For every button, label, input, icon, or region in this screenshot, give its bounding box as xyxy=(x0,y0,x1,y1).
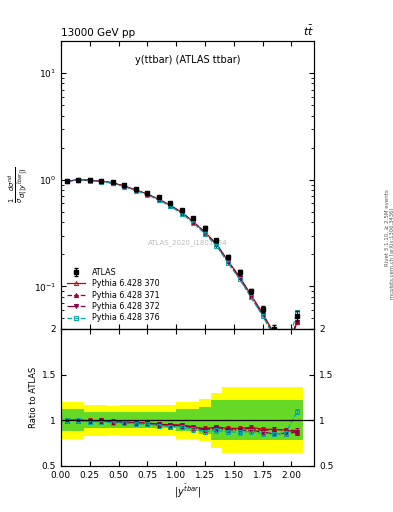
Pythia 6.428 372 xyxy=(87,177,92,183)
Pythia 6.428 370 xyxy=(237,274,242,280)
Pythia 6.428 370 xyxy=(76,177,81,183)
Line: Pythia 6.428 376: Pythia 6.428 376 xyxy=(64,178,299,355)
Line: Pythia 6.428 370: Pythia 6.428 370 xyxy=(64,178,299,353)
Pythia 6.428 370 xyxy=(283,348,288,354)
Pythia 6.428 371 xyxy=(110,180,115,186)
Text: $t\bar{t}$: $t\bar{t}$ xyxy=(303,24,314,38)
Pythia 6.428 372 xyxy=(272,333,276,339)
Pythia 6.428 376 xyxy=(64,178,69,184)
Pythia 6.428 372 xyxy=(295,319,299,326)
Pythia 6.428 371 xyxy=(249,292,253,298)
Pythia 6.428 371 xyxy=(168,202,173,208)
Pythia 6.428 371 xyxy=(202,229,207,236)
Line: Pythia 6.428 371: Pythia 6.428 371 xyxy=(64,178,299,353)
Pythia 6.428 376 xyxy=(180,210,184,217)
Pythia 6.428 376 xyxy=(214,243,219,249)
Pythia 6.428 376 xyxy=(156,197,161,203)
Pythia 6.428 372 xyxy=(249,294,253,300)
Pythia 6.428 376 xyxy=(237,276,242,282)
Text: mcplots.cern.ch [arXiv:1306.3436]: mcplots.cern.ch [arXiv:1306.3436] xyxy=(390,208,393,299)
Pythia 6.428 376 xyxy=(122,183,127,189)
Pythia 6.428 371 xyxy=(226,258,230,264)
Pythia 6.428 372 xyxy=(168,203,173,209)
Pythia 6.428 370 xyxy=(122,183,127,189)
Pythia 6.428 376 xyxy=(110,180,115,186)
Pythia 6.428 371 xyxy=(272,331,276,337)
Pythia 6.428 372 xyxy=(64,178,69,184)
Pythia 6.428 370 xyxy=(214,241,219,247)
Pythia 6.428 370 xyxy=(134,187,138,193)
Pythia 6.428 376 xyxy=(260,313,265,319)
Pythia 6.428 376 xyxy=(295,309,299,315)
Pythia 6.428 372 xyxy=(110,180,115,186)
Pythia 6.428 376 xyxy=(202,231,207,237)
Pythia 6.428 370 xyxy=(156,196,161,202)
Pythia 6.428 376 xyxy=(134,187,138,194)
Pythia 6.428 371 xyxy=(180,209,184,216)
Pythia 6.428 371 xyxy=(76,177,81,183)
Pythia 6.428 376 xyxy=(87,178,92,184)
X-axis label: $|y^{\bar{t}bar}|$: $|y^{\bar{t}bar}|$ xyxy=(174,482,202,500)
Pythia 6.428 370 xyxy=(295,319,299,326)
Pythia 6.428 370 xyxy=(168,202,173,208)
Pythia 6.428 370 xyxy=(180,209,184,216)
Pythia 6.428 370 xyxy=(226,258,230,264)
Pythia 6.428 371 xyxy=(295,318,299,325)
Pythia 6.428 371 xyxy=(145,191,150,197)
Pythia 6.428 371 xyxy=(283,348,288,354)
Pythia 6.428 371 xyxy=(237,274,242,280)
Pythia 6.428 376 xyxy=(249,294,253,301)
Pythia 6.428 376 xyxy=(99,179,104,185)
Pythia 6.428 376 xyxy=(272,333,276,339)
Pythia 6.428 376 xyxy=(145,192,150,198)
Pythia 6.428 372 xyxy=(202,230,207,236)
Legend: ATLAS, Pythia 6.428 370, Pythia 6.428 371, Pythia 6.428 372, Pythia 6.428 376: ATLAS, Pythia 6.428 370, Pythia 6.428 37… xyxy=(65,265,162,325)
Pythia 6.428 376 xyxy=(283,349,288,355)
Pythia 6.428 372 xyxy=(156,197,161,203)
Pythia 6.428 371 xyxy=(134,187,138,193)
Pythia 6.428 372 xyxy=(191,219,196,225)
Pythia 6.428 371 xyxy=(214,241,219,247)
Pythia 6.428 372 xyxy=(76,177,81,183)
Pythia 6.428 371 xyxy=(260,311,265,317)
Pythia 6.428 376 xyxy=(226,260,230,266)
Y-axis label: $\frac{1}{\sigma}\frac{d\sigma^{nd}}{d(|y^{\bar{t}bar}|)}$: $\frac{1}{\sigma}\frac{d\sigma^{nd}}{d(|… xyxy=(6,167,29,203)
Pythia 6.428 371 xyxy=(156,197,161,203)
Text: y(ttbar) (ATLAS ttbar): y(ttbar) (ATLAS ttbar) xyxy=(135,55,241,66)
Pythia 6.428 370 xyxy=(202,229,207,236)
Pythia 6.428 370 xyxy=(191,219,196,225)
Pythia 6.428 376 xyxy=(76,177,81,183)
Pythia 6.428 371 xyxy=(99,178,104,184)
Pythia 6.428 372 xyxy=(226,259,230,265)
Pythia 6.428 370 xyxy=(272,331,276,337)
Pythia 6.428 372 xyxy=(99,178,104,184)
Pythia 6.428 372 xyxy=(145,191,150,198)
Text: Rivet 3.1.10, ≥ 2.5M events: Rivet 3.1.10, ≥ 2.5M events xyxy=(385,189,389,266)
Pythia 6.428 372 xyxy=(237,275,242,281)
Line: Pythia 6.428 372: Pythia 6.428 372 xyxy=(64,178,299,355)
Pythia 6.428 370 xyxy=(249,292,253,298)
Pythia 6.428 371 xyxy=(122,183,127,189)
Pythia 6.428 370 xyxy=(260,310,265,316)
Pythia 6.428 370 xyxy=(99,178,104,184)
Pythia 6.428 372 xyxy=(134,187,138,193)
Pythia 6.428 370 xyxy=(64,178,69,184)
Pythia 6.428 371 xyxy=(64,178,69,184)
Pythia 6.428 376 xyxy=(191,220,196,226)
Pythia 6.428 372 xyxy=(260,312,265,318)
Pythia 6.428 376 xyxy=(168,203,173,209)
Pythia 6.428 370 xyxy=(145,191,150,197)
Pythia 6.428 372 xyxy=(122,183,127,189)
Pythia 6.428 372 xyxy=(214,242,219,248)
Pythia 6.428 372 xyxy=(283,349,288,355)
Pythia 6.428 372 xyxy=(180,210,184,216)
Pythia 6.428 371 xyxy=(191,219,196,225)
Pythia 6.428 371 xyxy=(87,177,92,183)
Text: 13000 GeV pp: 13000 GeV pp xyxy=(61,28,135,38)
Text: ATLAS_2020_I1801434: ATLAS_2020_I1801434 xyxy=(148,239,228,246)
Y-axis label: Ratio to ATLAS: Ratio to ATLAS xyxy=(29,367,37,428)
Pythia 6.428 370 xyxy=(87,177,92,183)
Pythia 6.428 370 xyxy=(110,180,115,186)
